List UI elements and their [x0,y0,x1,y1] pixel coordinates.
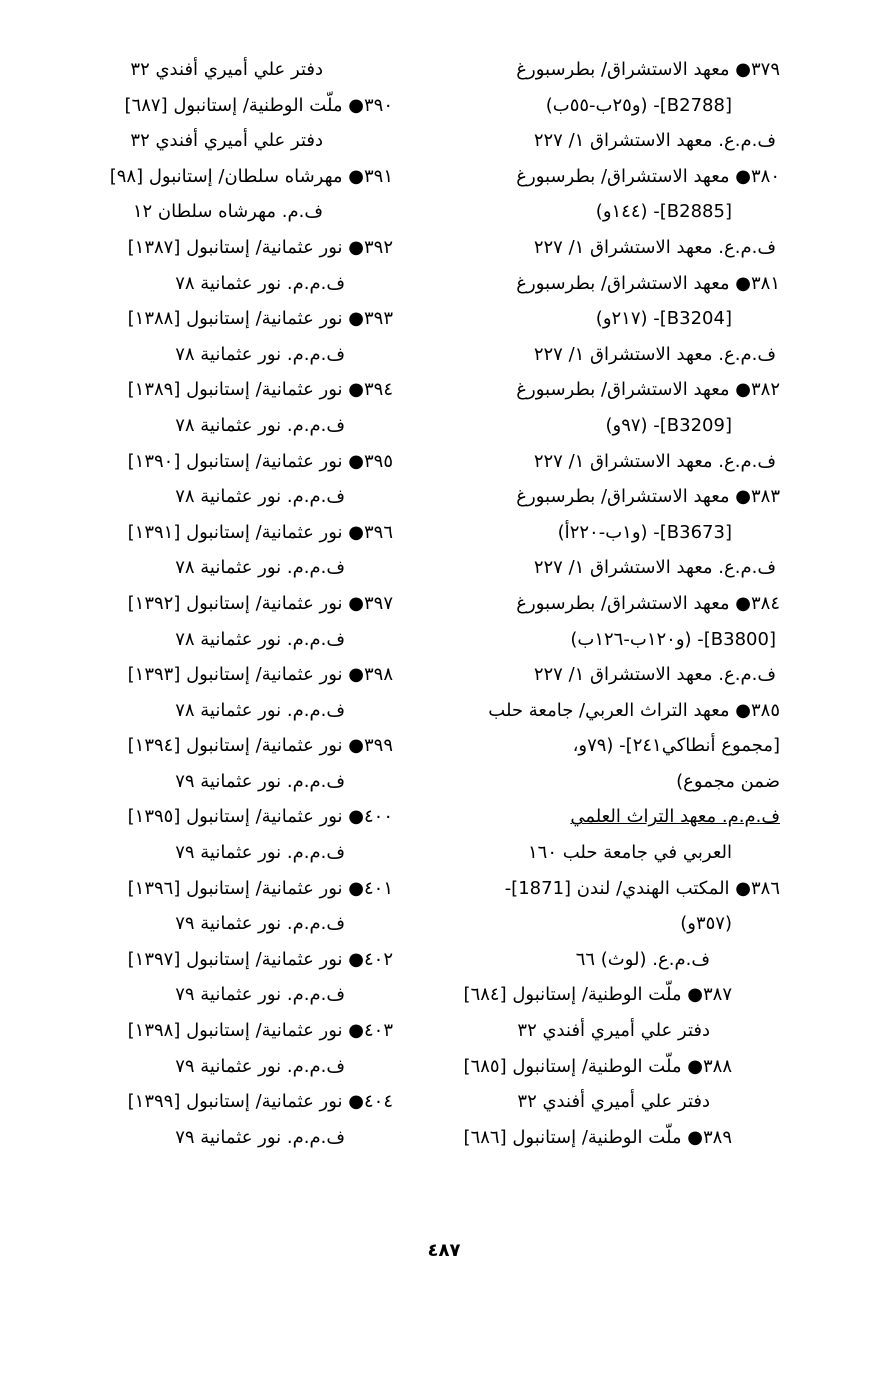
entry-reference-line: دفتر علي أميري أفندي ٣٢ [130,130,323,152]
entry-reference-line: ف.م.ع. معهد الاستشراق ١/ ٢٢٧ [533,450,776,472]
entry-reference-line: ف.م.ع. معهد الاستشراق ١/ ٢٢٧ [533,236,776,258]
entry-reference-line: ف.م.ع. معهد الاستشراق ١/ ٢٢٧ [533,557,776,579]
entry-reference-line: ف.م.ع. معهد الاستشراق ١/ ٢٢٧ [533,130,776,152]
entry-reference-line: ف.م.م. نور عثمانية ٧٨ [175,628,345,650]
entry-reference-line: ف.م.م. نور عثمانية ٧٨ [175,414,345,436]
catalog-entry-line: ٣٩٧● نور عثمانية/ إستانبول [١٣٩٢] [127,592,393,614]
catalog-entry-line: ٣٨٤● معهد الاستشراق/ بطرسبورغ [516,592,780,614]
entry-reference-line: ف.م.م. نور عثمانية ٧٨ [175,343,345,365]
catalog-entry-line: ٣٨٣● معهد الاستشراق/ بطرسبورغ [516,486,780,508]
entry-reference-line: العربي في جامعة حلب ١٦٠ [528,842,732,864]
catalog-entry-line: ٣٩٤● نور عثمانية/ إستانبول [١٣٨٩] [127,379,393,401]
catalog-entry-line: ٣٩٢● نور عثمانية/ إستانبول [١٣٨٧] [127,236,393,258]
entry-reference-line: ف.م.ع. (لوث) ٦٦ [575,948,710,970]
entry-reference-line: ف.م.م. نور عثمانية ٧٩ [175,1126,345,1148]
entry-reference-line: [B2788]- (و٢٥ب-٥٥ب) [545,94,732,116]
catalog-entry-line: ٣٨٦● المكتب الهندي/ لندن [1871]- [504,877,780,899]
entry-reference-line: ف.م.م. نور عثمانية ٧٩ [175,913,345,935]
entry-reference-line: [B3204]- (٢١٧و) [595,308,732,330]
catalog-entry-line: ٣٨٨● ملّت الوطنية/ إستانبول [٦٨٥] [463,1055,732,1077]
catalog-entry-line: ٣٩١● مهرشاه سلطان/ إستانبول [٩٨] [109,165,393,187]
entry-reference-line: ف.م.م. نور عثمانية ٧٩ [175,770,345,792]
catalog-entry-line: ٣٩٣● نور عثمانية/ إستانبول [١٣٨٨] [127,308,393,330]
catalog-entry-line: ٤٠١● نور عثمانية/ إستانبول [١٣٩٦] [127,877,393,899]
entry-reference-line: ف.م.ع. معهد الاستشراق ١/ ٢٢٧ [533,343,776,365]
catalog-entry-line: ٤٠٤● نور عثمانية/ إستانبول [١٣٩٩] [127,1091,393,1113]
catalog-entry-line: ٣٨٢● معهد الاستشراق/ بطرسبورغ [516,379,780,401]
entry-reference-line: ف.م.ع. معهد الاستشراق ١/ ٢٢٧ [533,664,776,686]
entry-reference-line: دفتر علي أميري أفندي ٣٢ [517,1020,710,1042]
entry-reference-line: [B2885]- (١٤٤و) [595,201,732,223]
catalog-entry-line: ٤٠٢● نور عثمانية/ إستانبول [١٣٩٧] [127,948,393,970]
entry-reference-line: [B3800]- (و١٢٠ب-١٢٦ب) [570,628,776,650]
left-column: دفتر علي أميري أفندي ٣٢ ٣٩٠● ملّت الوطنية… [68,52,393,1155]
catalog-entry-line: ٤٠٣● نور عثمانية/ إستانبول [١٣٩٨] [127,1020,393,1042]
catalog-entry-line: ٣٨٠● معهد الاستشراق/ بطرسبورغ [516,165,780,187]
catalog-entry-line: ٣٩٦● نور عثمانية/ إستانبول [١٣٩١] [127,521,393,543]
entry-reference-line: [B3209]- (٩٧و) [605,414,732,436]
entry-reference-line: ف.م.م. نور عثمانية ٧٨ [175,272,345,294]
catalog-entry-line: ٣٨٧● ملّت الوطنية/ إستانبول [٦٨٤] [463,984,732,1006]
entry-reference-line: (٣٥٧و) [680,913,732,935]
catalog-entry-line: ٣٨١● معهد الاستشراق/ بطرسبورغ [516,272,780,294]
entry-reference-line: [B3673]- (و١ب-٢٢٠أ) [557,521,732,543]
entry-reference-line: ف.م.م. نور عثمانية ٧٩ [175,984,345,1006]
catalog-entry-line: ٤٠٠● نور عثمانية/ إستانبول [١٣٩٥] [127,806,393,828]
catalog-entry-line: ٣٧٩● معهد الاستشراق/ بطرسبورغ [516,59,780,80]
entry-reference-line: ف.م.م. نور عثمانية ٧٩ [175,842,345,864]
right-column: ٣٧٩● معهد الاستشراق/ بطرسبورغ [B2788]- (و… [435,52,780,1155]
entry-reference-line: دفتر علي أميري أفندي ٣٢ [517,1091,710,1113]
entry-reference-line: ف.م.م. نور عثمانية ٧٨ [175,557,345,579]
entry-reference-line: ف.م.م. نور عثمانية ٧٩ [175,1055,345,1077]
entry-reference-line: [مجموع أنطاكي٢٤١]- (٧٩و، [572,735,780,757]
entry-reference-line: ضمن مجموع) [676,770,780,792]
catalog-entry-line: ٣٩٥● نور عثمانية/ إستانبول [١٣٩٠] [127,450,393,472]
entry-reference-line: دفتر علي أميري أفندي ٣٢ [130,59,323,80]
catalog-entry-line: ٣٩٨● نور عثمانية/ إستانبول [١٣٩٣] [127,664,393,686]
entry-reference-line: ف.م. مهرشاه سلطان ١٢ [132,201,323,223]
catalog-entry-line: ٣٩٩● نور عثمانية/ إستانبول [١٣٩٤] [127,735,393,757]
catalog-entry-line: ٣٨٩● ملّت الوطنية/ إستانبول [٦٨٦] [463,1126,732,1148]
catalog-entry-line: ٣٩٠● ملّت الوطنية/ إستانبول [٦٨٧] [124,94,393,116]
entry-reference-line: ف.م.م. نور عثمانية ٧٨ [175,486,345,508]
page-number: ٤٨٧ [427,1240,461,1261]
catalog-entry-line: ٣٨٥● معهد التراث العربي/ جامعة حلب [488,699,780,721]
entry-reference-line: ف.م.م. نور عثمانية ٧٨ [175,699,345,721]
entry-reference-line: ف.م.م. معهد التراث العلمي [570,806,780,828]
